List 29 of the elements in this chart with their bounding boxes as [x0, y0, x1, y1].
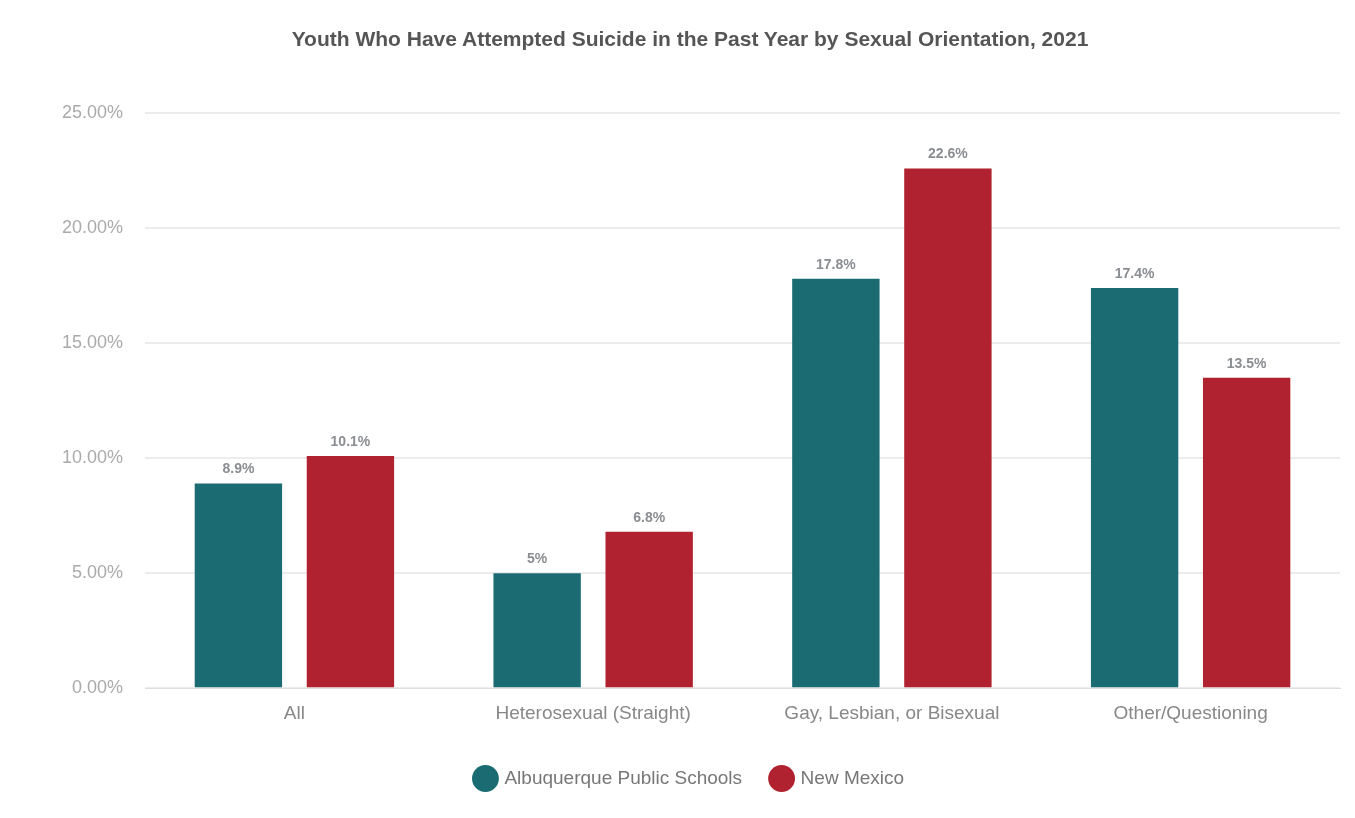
- bar: [904, 168, 992, 688]
- y-tick-label: 10.00%: [61, 447, 124, 468]
- y-tick-label: 0.00%: [72, 677, 124, 698]
- data-label: 22.6%: [928, 145, 969, 162]
- data-label: 17.4%: [1114, 264, 1156, 281]
- x-tick-label: Gay, Lesbian, or Bisexual: [784, 701, 1000, 723]
- bar: [194, 483, 283, 688]
- legend-label: New Mexico: [800, 766, 905, 788]
- data-label: 5%: [527, 550, 548, 567]
- bar: [1202, 377, 1291, 688]
- x-tick-label: All: [283, 701, 305, 723]
- x-tick-label: Other/Questioning: [1113, 701, 1268, 723]
- y-tick-label: 25.00%: [61, 102, 124, 123]
- y-tick-label: 5.00%: [72, 562, 124, 583]
- legend-label: Albuquerque Public Schools: [504, 766, 743, 788]
- bar: [493, 573, 581, 688]
- x-tick-label: Heterosexual (Straight): [495, 701, 691, 723]
- bar: [605, 531, 693, 688]
- bar: [792, 278, 880, 688]
- data-label: 8.9%: [222, 460, 255, 477]
- data-label: 17.8%: [816, 255, 857, 272]
- bar: [1090, 288, 1179, 688]
- y-tick-label: 20.00%: [61, 217, 124, 238]
- data-label: 6.8%: [633, 508, 666, 525]
- y-tick-label: 15.00%: [61, 332, 124, 353]
- chart-title: Youth Who Have Attempted Suicide in the Past Year by Sexual Orientation, 2021: [291, 27, 1089, 51]
- bar: [306, 455, 395, 688]
- data-label: 13.5%: [1226, 354, 1268, 371]
- data-label: 10.1%: [330, 432, 371, 449]
